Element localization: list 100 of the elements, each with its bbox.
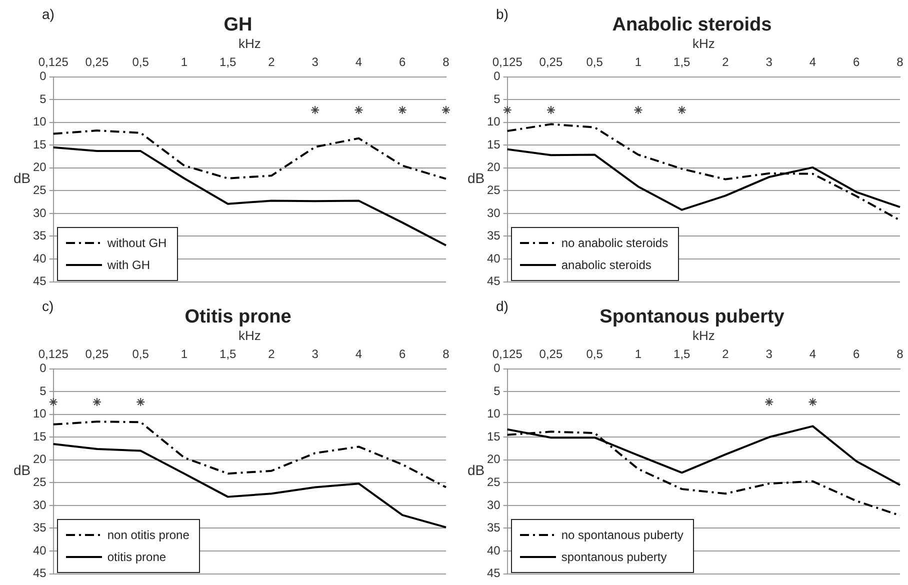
x-tick-label: 1,5 — [220, 54, 237, 69]
y-axis-title: dB — [13, 170, 31, 186]
x-tick-label: 0,5 — [132, 346, 150, 361]
y-tick-label: 10 — [486, 406, 501, 421]
x-tick-label: 0,25 — [539, 346, 563, 361]
y-tick-label: 15 — [486, 429, 501, 444]
x-tick-label: 8 — [896, 54, 904, 69]
legend-label: no spontanous puberty — [561, 528, 684, 542]
x-axis-title: kHz — [238, 328, 261, 344]
y-tick-label: 35 — [32, 228, 47, 243]
x-tick-label: 1 — [634, 54, 642, 69]
y-tick-label: 45 — [486, 274, 501, 288]
legend-label: no anabolic steroids — [561, 236, 668, 250]
x-tick-label: 1 — [180, 346, 188, 361]
y-tick-label: 40 — [32, 543, 47, 558]
x-tick-label: 4 — [809, 54, 816, 69]
x-tick-label: 6 — [853, 54, 860, 69]
y-tick-label: 20 — [32, 452, 47, 466]
legend-label: otitis prone — [107, 550, 166, 564]
line-series — [52, 130, 447, 180]
y-tick-label: 15 — [32, 137, 47, 152]
y-axis-title: dB — [467, 462, 485, 478]
x-tick-label: 1,5 — [674, 346, 691, 361]
text: b) — [496, 6, 508, 22]
x-tick-label: 3 — [312, 54, 319, 69]
y-tick-label: 30 — [486, 206, 501, 220]
x-tick-label: 0,125 — [38, 346, 69, 361]
y-tick-label: 15 — [32, 429, 47, 444]
line-series — [506, 123, 901, 222]
y-tick-label: 5 — [40, 384, 47, 398]
legend-label: non otitis prone — [107, 528, 190, 542]
y-tick-label: 25 — [32, 183, 47, 197]
x-tick-label: 0,5 — [132, 54, 150, 69]
x-tick-label: 0,5 — [586, 54, 604, 69]
y-tick-label: 35 — [32, 520, 47, 535]
y-tick-label: 45 — [486, 566, 501, 580]
x-tick-label: 6 — [399, 54, 406, 69]
x-tick-label: 0,25 — [85, 54, 109, 69]
x-tick-label: 6 — [399, 346, 406, 361]
y-tick-label: 25 — [32, 475, 47, 489]
legend-label: without GH — [107, 236, 167, 250]
y-tick-label: 45 — [32, 274, 47, 288]
x-tick-label: 3 — [766, 54, 773, 69]
y-tick-label: 10 — [486, 114, 501, 129]
x-tick-label: 2 — [722, 346, 730, 361]
chart-title: Spontanous puberty — [600, 306, 785, 328]
y-tick-label: 30 — [32, 206, 47, 220]
y-tick-label: 15 — [486, 137, 501, 152]
y-tick-label: 40 — [486, 251, 501, 266]
x-tick-label: 1,5 — [674, 54, 691, 69]
x-tick-label: 3 — [766, 346, 773, 361]
x-tick-label: 0,125 — [38, 54, 69, 69]
chart-title: GH — [224, 14, 252, 36]
y-tick-label: 40 — [486, 543, 501, 558]
x-tick-label: 4 — [355, 346, 362, 361]
legend-label: with GH — [107, 258, 150, 272]
y-tick-label: 10 — [32, 406, 47, 421]
y-tick-label: 10 — [32, 114, 47, 129]
x-tick-label: 4 — [355, 54, 362, 69]
y-tick-label: 30 — [486, 498, 501, 512]
x-axis-title: kHz — [692, 36, 715, 52]
y-tick-label: 0 — [494, 69, 501, 84]
x-tick-label: 8 — [442, 54, 450, 69]
x-tick-label: 8 — [896, 346, 904, 361]
y-tick-label: 45 — [32, 566, 47, 580]
legend-label: anabolic steroids — [561, 258, 652, 272]
y-tick-label: 30 — [32, 498, 47, 512]
x-axis-title: kHz — [692, 328, 715, 344]
y-tick-label: 40 — [32, 251, 47, 266]
y-tick-label: 5 — [494, 92, 501, 106]
text: d) — [496, 298, 508, 314]
x-tick-label: 6 — [853, 346, 860, 361]
y-tick-label: 35 — [486, 228, 501, 243]
x-tick-label: 0,5 — [586, 346, 604, 361]
chart-title: Otitis prone — [184, 306, 292, 328]
x-tick-label: 4 — [809, 346, 816, 361]
x-tick-label: 1,5 — [220, 346, 237, 361]
x-tick-label: 8 — [442, 346, 450, 361]
y-tick-label: 20 — [486, 452, 501, 466]
y-axis-title: dB — [13, 462, 31, 478]
x-tick-label: 1 — [180, 54, 188, 69]
y-tick-label: 0 — [40, 69, 47, 84]
y-tick-label: 35 — [486, 520, 501, 535]
text: a) — [42, 6, 54, 22]
chart-title: Anabolic steroids — [612, 14, 772, 36]
y-tick-label: 5 — [494, 384, 501, 398]
x-tick-label: 2 — [268, 54, 276, 69]
x-tick-label: 1 — [634, 346, 642, 361]
x-tick-label: 0,125 — [492, 346, 523, 361]
x-tick-label: 0,25 — [85, 346, 109, 361]
y-tick-label: 5 — [40, 92, 47, 106]
line-series — [52, 420, 447, 488]
x-tick-label: 0,25 — [539, 54, 563, 69]
y-tick-label: 25 — [486, 183, 501, 197]
x-tick-label: 2 — [268, 346, 276, 361]
y-axis-title: dB — [467, 170, 485, 186]
x-tick-label: 0,125 — [492, 54, 523, 69]
y-tick-label: 0 — [40, 361, 47, 376]
text: c) — [42, 298, 54, 314]
x-tick-label: 3 — [312, 346, 319, 361]
